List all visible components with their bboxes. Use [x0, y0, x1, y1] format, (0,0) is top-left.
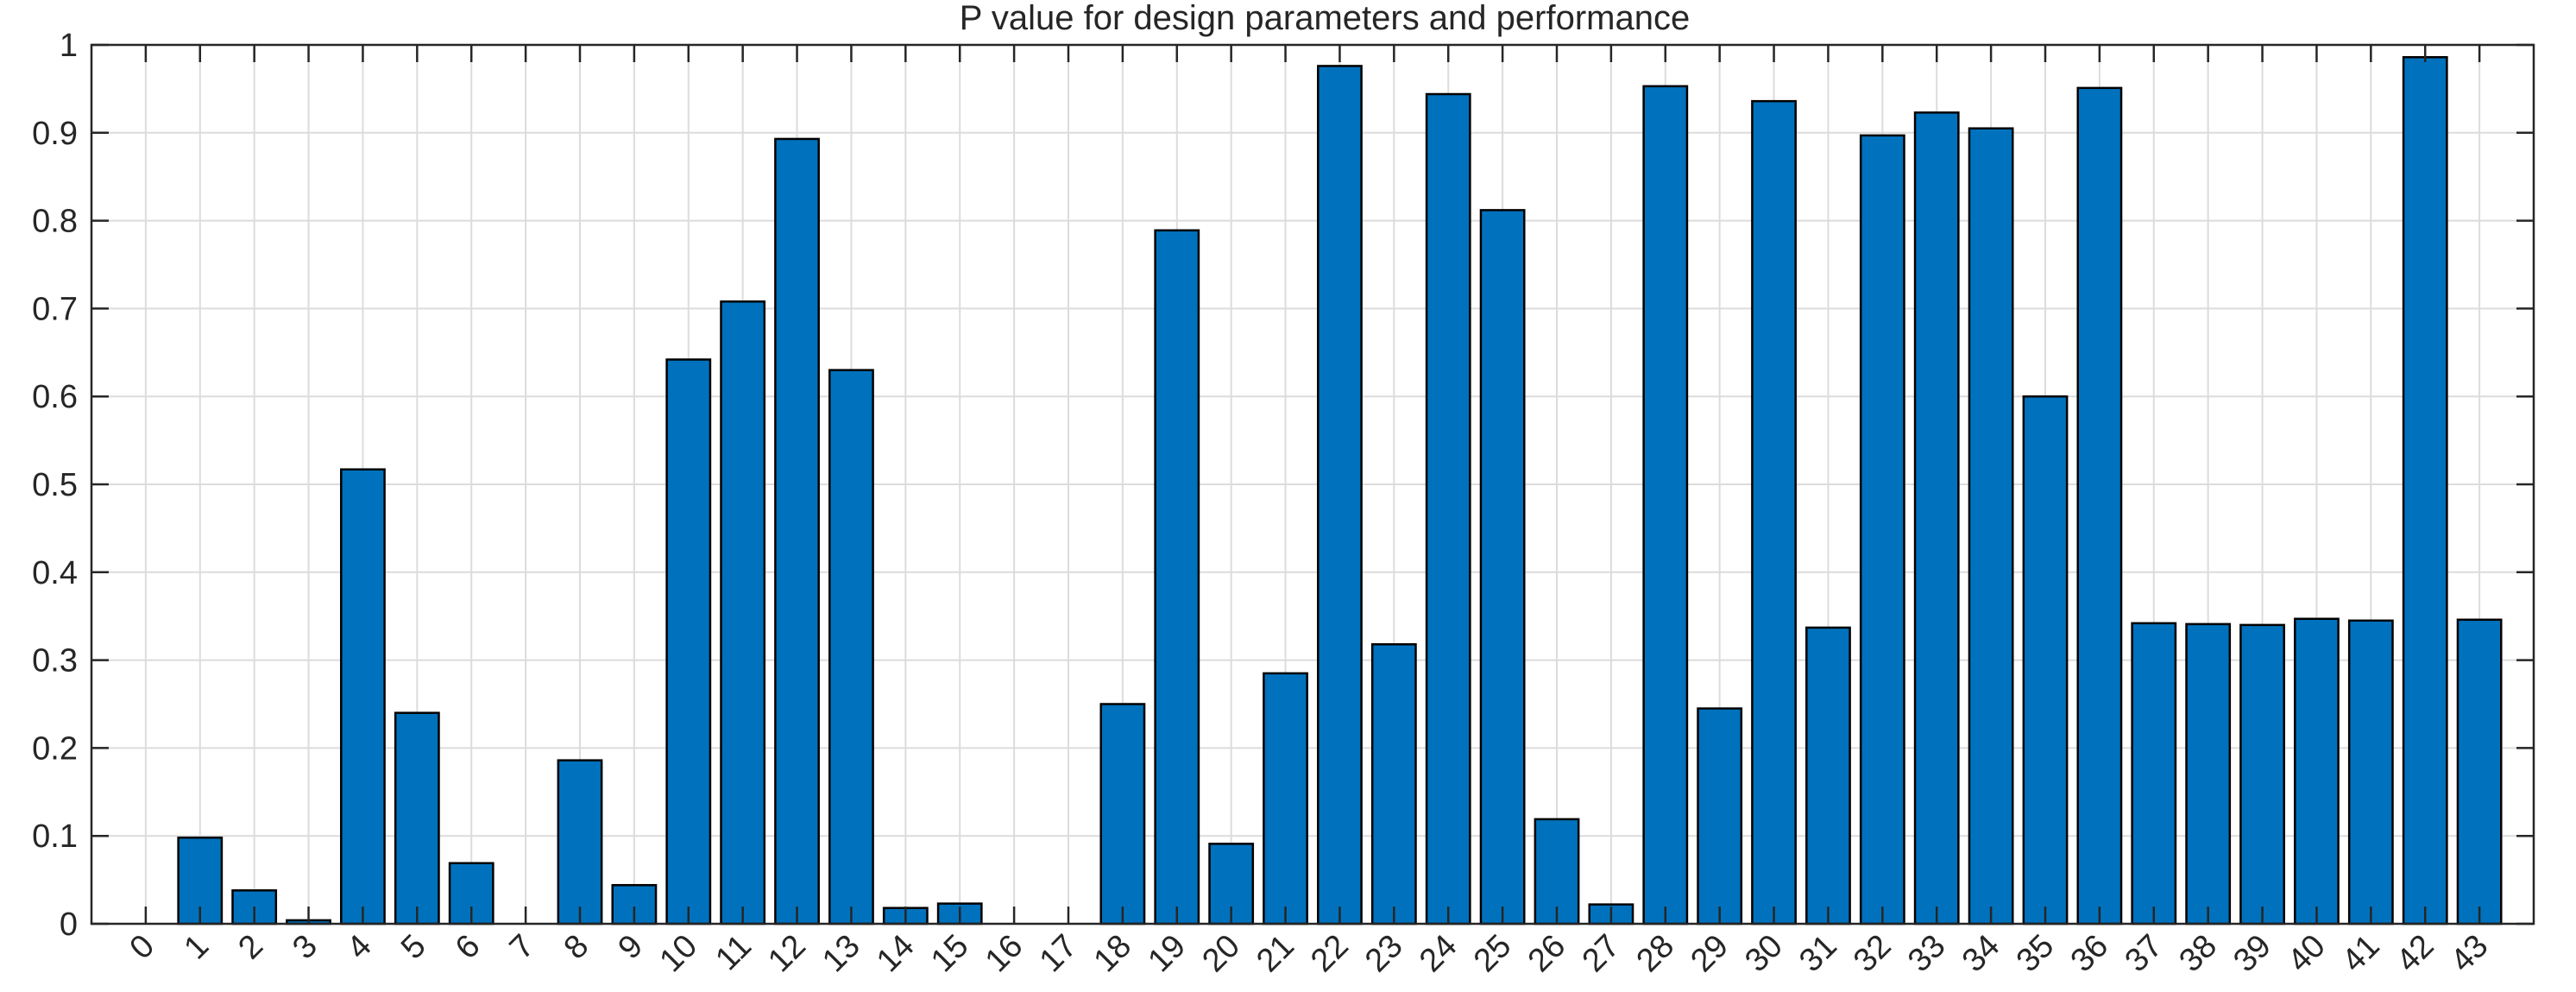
y-tick-labels: 0 0.1 0.2 0.3 0.4 0.5 0.6 0.7 0.8 0.9 1 — [32, 28, 78, 943]
bar — [1370, 643, 1417, 926]
y-tick-label: 0 — [60, 907, 78, 943]
bar — [1751, 99, 1797, 926]
y-tick-label: 0.4 — [32, 555, 78, 591]
bar — [2185, 622, 2232, 926]
x-tick-label: 5 — [394, 928, 433, 967]
y-tick-label: 1 — [60, 28, 78, 64]
x-tick-labels: 0 1 2 3 4 5 6 7 8 9 10 11 12 13 14 15 16 17 18 19 20 21 22 23 24… — [123, 928, 2496, 980]
bar — [2294, 617, 2340, 926]
x-tick-label: 28 — [1630, 928, 1682, 980]
x-tick-label: 12 — [761, 928, 813, 980]
x-tick-label: 23 — [1358, 928, 1410, 980]
bar — [720, 300, 766, 926]
y-tick-label: 0.2 — [32, 730, 78, 767]
x-tick-label: 42 — [2390, 928, 2441, 980]
bar — [2076, 86, 2123, 926]
x-tick-label: 33 — [1901, 928, 1953, 980]
axis-ticks — [91, 43, 2534, 926]
bars — [177, 56, 2503, 926]
x-tick-label: 6 — [449, 928, 488, 967]
bar — [2402, 56, 2448, 926]
bar — [828, 369, 874, 926]
x-tick-label: 40 — [2281, 928, 2333, 980]
bar — [2347, 619, 2394, 926]
bar — [340, 468, 386, 926]
x-tick-label: 22 — [1304, 928, 1356, 980]
x-tick-label: 37 — [2119, 928, 2170, 980]
bar — [2022, 395, 2069, 926]
x-tick-label: 25 — [1467, 928, 1519, 980]
bar — [2456, 618, 2503, 926]
x-tick-label: 43 — [2444, 928, 2496, 980]
x-tick-label: 14 — [870, 928, 922, 980]
bar — [557, 759, 603, 926]
y-tick-label: 0.7 — [32, 291, 78, 327]
x-tick-label: 2 — [231, 928, 270, 967]
y-tick-label: 0.8 — [32, 204, 78, 240]
x-tick-label: 15 — [924, 928, 976, 980]
x-tick-label: 18 — [1087, 928, 1139, 980]
x-tick-label: 9 — [612, 928, 651, 967]
x-tick-label: 4 — [340, 928, 379, 967]
x-tick-label: 31 — [1792, 928, 1844, 980]
bar — [1859, 134, 1905, 926]
bar — [1425, 92, 1471, 926]
x-tick-label: 13 — [816, 928, 867, 980]
x-tick-label: 10 — [653, 928, 705, 980]
x-tick-label: 20 — [1195, 928, 1247, 980]
bar — [1317, 65, 1363, 926]
x-tick-label: 8 — [557, 928, 596, 967]
x-tick-label: 26 — [1521, 928, 1573, 980]
x-tick-label: 35 — [2010, 928, 2062, 980]
y-tick-label: 0.6 — [32, 379, 78, 415]
x-tick-label: 16 — [979, 928, 1030, 980]
bar — [1642, 85, 1689, 926]
x-tick-label: 29 — [1684, 928, 1735, 980]
bar — [1913, 111, 1960, 926]
bar — [394, 711, 440, 926]
bar — [665, 358, 712, 926]
axes-box — [90, 43, 2535, 926]
x-tick-label: 27 — [1576, 928, 1628, 980]
x-tick-label: 38 — [2172, 928, 2224, 980]
y-tick-label: 0.5 — [32, 467, 78, 503]
bar — [1697, 707, 1743, 926]
y-tick-label: 0.9 — [32, 116, 78, 152]
x-tick-label: 19 — [1142, 928, 1194, 980]
x-tick-label: 30 — [1738, 928, 1790, 980]
x-tick-label: 1 — [177, 928, 216, 967]
x-tick-label: 34 — [1956, 928, 2007, 980]
x-tick-label: 36 — [2064, 928, 2116, 980]
x-tick-label: 24 — [1413, 928, 1464, 980]
x-tick-label: 17 — [1033, 928, 1085, 980]
x-tick-label: 11 — [709, 928, 759, 978]
bar — [2131, 622, 2177, 926]
y-tick-label: 0.3 — [32, 643, 78, 679]
bar — [1805, 626, 1851, 926]
x-tick-label: 32 — [1847, 928, 1899, 980]
bar — [1154, 229, 1200, 926]
bar — [1263, 672, 1308, 926]
bar — [1479, 209, 1526, 926]
x-tick-label: 21 — [1250, 928, 1301, 980]
x-tick-label: 39 — [2226, 928, 2278, 980]
bar — [774, 137, 820, 926]
chart-title: P value for design parameters and perfor… — [960, 0, 1690, 37]
x-tick-label: 41 — [2335, 928, 2387, 980]
x-tick-label: 0 — [123, 928, 162, 967]
x-tick-label: 7 — [503, 928, 542, 967]
bar — [1534, 818, 1580, 926]
bar — [2239, 623, 2285, 926]
bar — [1968, 127, 2014, 926]
bar — [1099, 703, 1146, 926]
x-tick-label: 3 — [286, 928, 324, 967]
y-tick-label: 0.1 — [32, 818, 78, 855]
